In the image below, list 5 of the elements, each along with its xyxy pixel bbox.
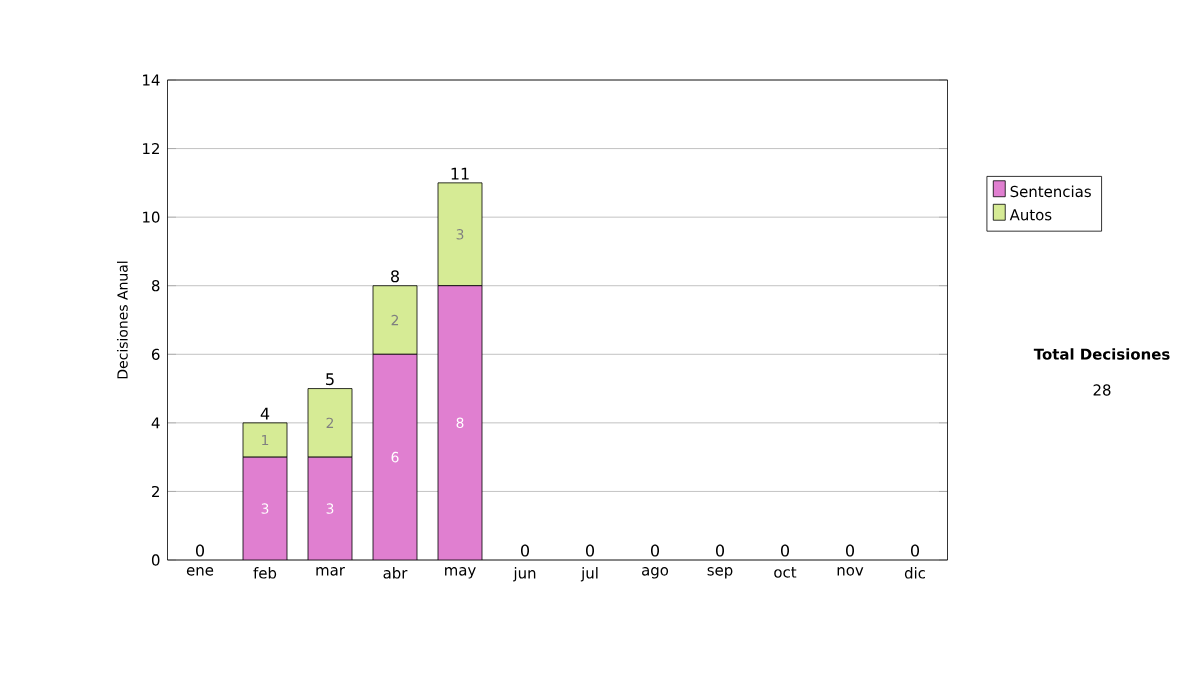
bar: [372, 353, 418, 560]
bar: [307, 456, 353, 560]
bar: [307, 388, 353, 458]
bar: [437, 285, 483, 560]
bar: [242, 456, 288, 560]
